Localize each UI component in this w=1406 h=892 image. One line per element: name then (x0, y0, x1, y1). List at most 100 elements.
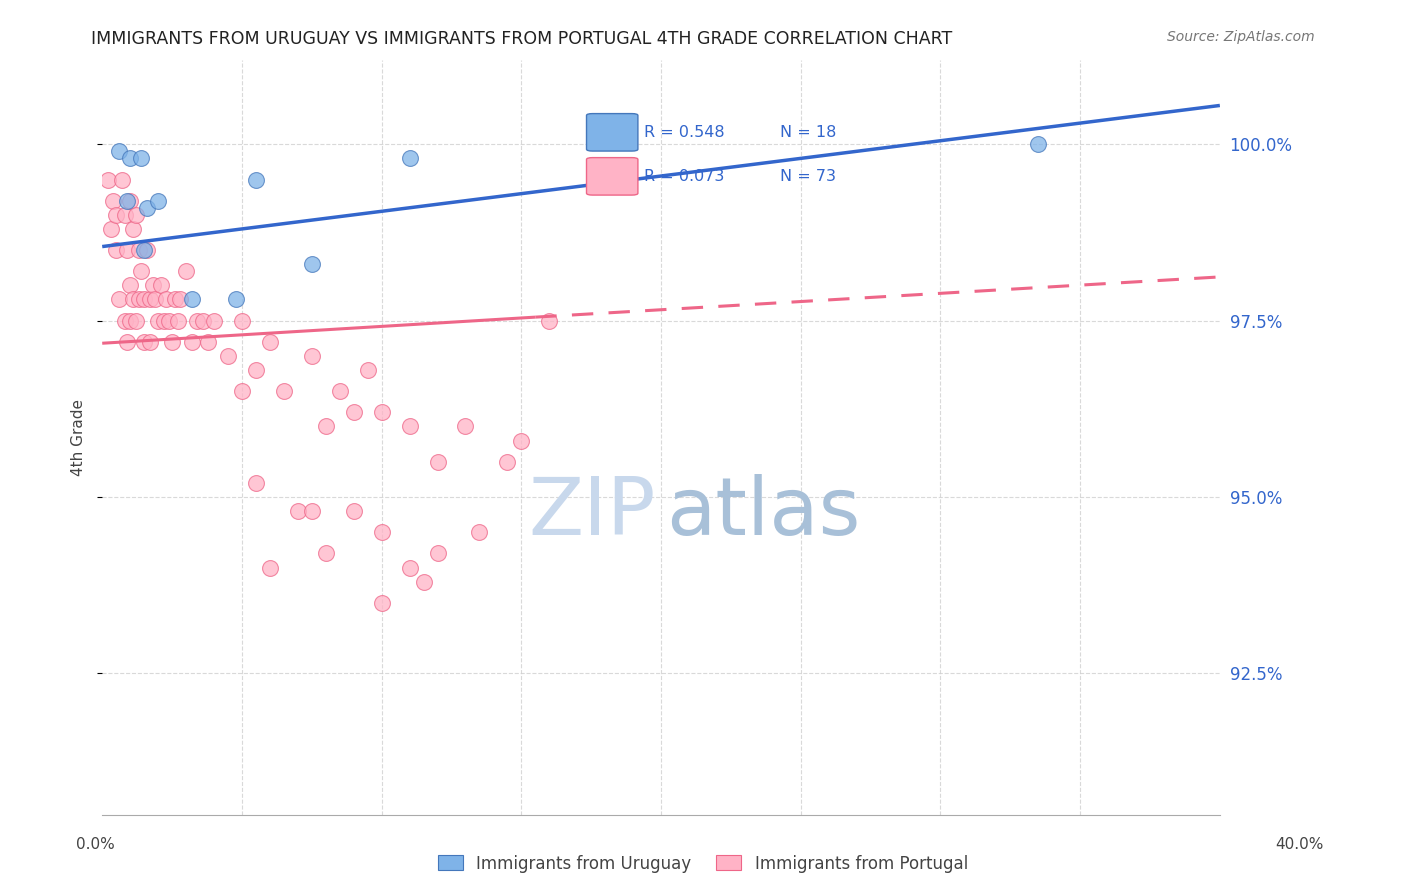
Point (370, 405, 392, 419)
Point (122, 222, 145, 236)
Y-axis label: 4th Grade: 4th Grade (72, 399, 86, 475)
Point (468, 525, 491, 540)
Point (105, 243, 128, 257)
Text: N = 18: N = 18 (780, 125, 837, 140)
Point (120, 313, 142, 327)
Point (231, 384, 253, 399)
Point (128, 243, 150, 257)
Point (510, 434, 533, 448)
Point (496, 455, 519, 469)
Point (131, 152, 153, 166)
Point (202, 313, 225, 327)
Text: Source: ZipAtlas.com: Source: ZipAtlas.com (1167, 30, 1315, 45)
Point (301, 349, 323, 363)
Point (108, 293, 131, 307)
Point (343, 504, 366, 518)
Point (125, 208, 148, 222)
Text: IMMIGRANTS FROM URUGUAY VS IMMIGRANTS FROM PORTUGAL 4TH GRADE CORRELATION CHART: IMMIGRANTS FROM URUGUAY VS IMMIGRANTS FR… (91, 30, 953, 48)
Point (146, 313, 169, 327)
Point (225, 293, 247, 307)
Point (245, 363, 267, 377)
Point (157, 313, 180, 327)
Point (117, 194, 139, 208)
Point (141, 278, 163, 293)
Point (197, 334, 219, 349)
Point (108, 145, 131, 159)
Point (152, 313, 174, 327)
FancyBboxPatch shape (586, 113, 638, 151)
Point (128, 293, 150, 307)
Point (120, 152, 142, 166)
Point (301, 257, 323, 271)
Point (315, 419, 337, 434)
Point (149, 278, 172, 293)
Point (117, 334, 139, 349)
Point (301, 504, 323, 518)
Point (143, 293, 166, 307)
Legend: Immigrants from Uruguay, Immigrants from Portugal: Immigrants from Uruguay, Immigrants from… (432, 848, 974, 880)
Point (174, 264, 197, 278)
Point (131, 264, 153, 278)
Point (134, 293, 156, 307)
Point (120, 194, 142, 208)
Point (166, 313, 188, 327)
Point (125, 313, 148, 327)
Text: ZIP: ZIP (529, 474, 655, 551)
Text: 40.0%: 40.0% (1275, 838, 1323, 852)
Point (273, 384, 295, 399)
Point (134, 334, 156, 349)
Point (398, 560, 420, 574)
Point (370, 596, 392, 610)
Point (259, 560, 281, 574)
Point (134, 243, 156, 257)
Point (122, 293, 145, 307)
Point (231, 313, 253, 327)
Point (370, 525, 392, 540)
Point (160, 334, 183, 349)
Text: 0.0%: 0.0% (76, 838, 115, 852)
Point (245, 475, 267, 490)
Point (398, 152, 420, 166)
Point (259, 334, 281, 349)
Point (111, 172, 134, 186)
Point (117, 243, 139, 257)
Point (169, 293, 191, 307)
Point (454, 419, 477, 434)
Point (138, 334, 160, 349)
Point (191, 313, 214, 327)
Point (100, 222, 122, 236)
Point (120, 278, 142, 293)
Point (114, 208, 136, 222)
Point (1026, 137, 1049, 152)
Point (426, 547, 449, 561)
Point (287, 504, 309, 518)
Point (135, 243, 157, 257)
Point (343, 405, 366, 419)
Point (146, 194, 169, 208)
Point (245, 172, 267, 186)
Text: R = 0.073: R = 0.073 (644, 169, 724, 184)
Point (329, 384, 352, 399)
Point (217, 349, 239, 363)
FancyBboxPatch shape (586, 158, 638, 195)
Text: N = 73: N = 73 (780, 169, 837, 184)
Point (412, 574, 434, 589)
Point (398, 419, 420, 434)
Point (103, 194, 125, 208)
Point (315, 547, 337, 561)
Point (155, 293, 177, 307)
Text: atlas: atlas (666, 474, 860, 551)
Point (97, 172, 120, 186)
Point (138, 293, 160, 307)
Point (114, 313, 136, 327)
Point (135, 201, 157, 215)
Point (426, 455, 449, 469)
Point (356, 363, 378, 377)
Text: R = 0.548: R = 0.548 (644, 125, 724, 140)
Point (105, 208, 128, 222)
Point (180, 334, 202, 349)
Point (538, 313, 561, 327)
Point (180, 293, 202, 307)
Point (186, 313, 208, 327)
Point (163, 293, 186, 307)
